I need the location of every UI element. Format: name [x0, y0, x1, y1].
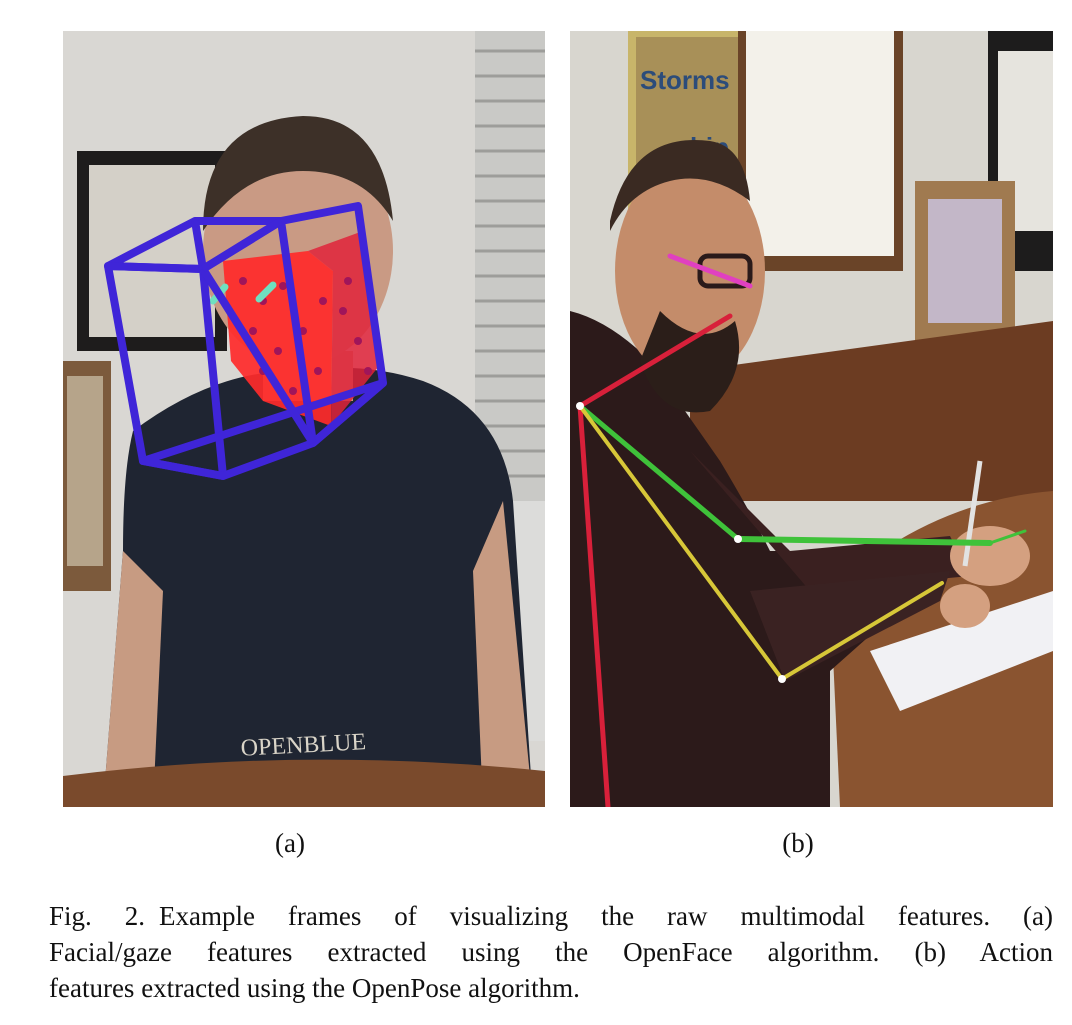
- figure-caption: Fig. 2. Example frames of visualizing the…: [49, 898, 1053, 1006]
- subfigure-label-b: (b): [782, 828, 814, 858]
- openpose-frame: Storms hip: [570, 31, 1053, 807]
- panel-a-image: OPENBLUE: [63, 31, 545, 807]
- subfigure-label-a: (a): [275, 828, 305, 858]
- caption-line-2: Facial/gaze features extracted using the…: [49, 937, 1053, 967]
- figure-number: Fig. 2.: [49, 901, 145, 931]
- poster-text: Storms: [640, 65, 730, 95]
- panel-b-image: Storms hip: [570, 31, 1053, 807]
- caption-line-1: Fig. 2. Example frames of visualizing the…: [49, 898, 1053, 934]
- caption-line-3: features extracted using the OpenPose al…: [49, 973, 580, 1003]
- openface-frame: OPENBLUE: [63, 31, 545, 807]
- caption-text-1: Example frames of visualizing the raw mu…: [158, 901, 1053, 931]
